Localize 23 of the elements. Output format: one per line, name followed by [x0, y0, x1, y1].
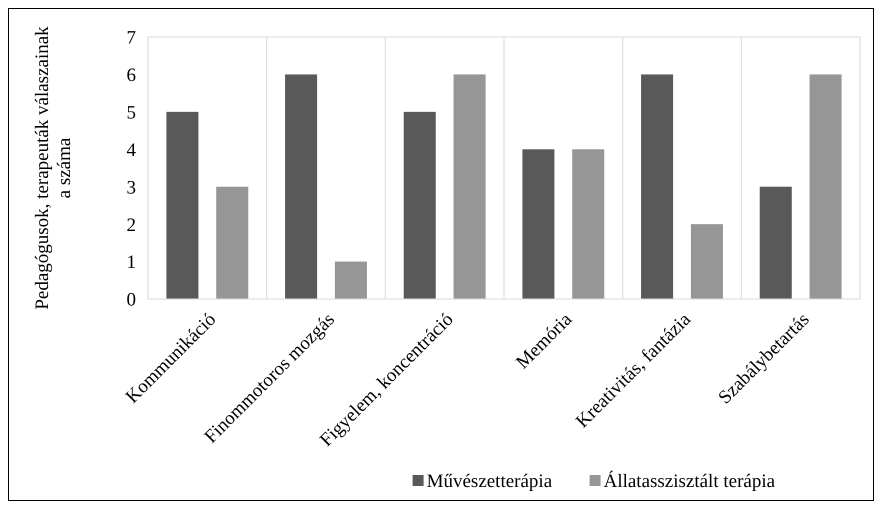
y-tick-label: 1 [126, 252, 136, 274]
bar [216, 186, 248, 299]
bar [454, 74, 486, 299]
bar [810, 74, 842, 299]
y-tick-label: 2 [126, 214, 136, 236]
bar [522, 149, 554, 299]
bar [690, 224, 723, 299]
legend-label: Művészetterápia [426, 471, 553, 492]
bar [572, 149, 604, 299]
bar [285, 74, 318, 299]
bar [404, 112, 436, 299]
y-tick-label: 5 [126, 102, 136, 124]
bar [166, 112, 198, 299]
y-tick-label: 7 [126, 28, 136, 49]
legend-label: Állatasszisztált terápia [604, 470, 776, 492]
y-tick-label: 6 [126, 65, 136, 86]
y-axis-title: Pedagógusok, terapeuták válaszainak a száma [32, 26, 75, 310]
y-tick-label: 3 [126, 177, 136, 198]
bar [760, 186, 792, 299]
y-tick-label: 4 [126, 140, 136, 161]
bar [641, 74, 674, 299]
bar [334, 262, 367, 299]
y-tick-label: 0 [126, 290, 136, 311]
